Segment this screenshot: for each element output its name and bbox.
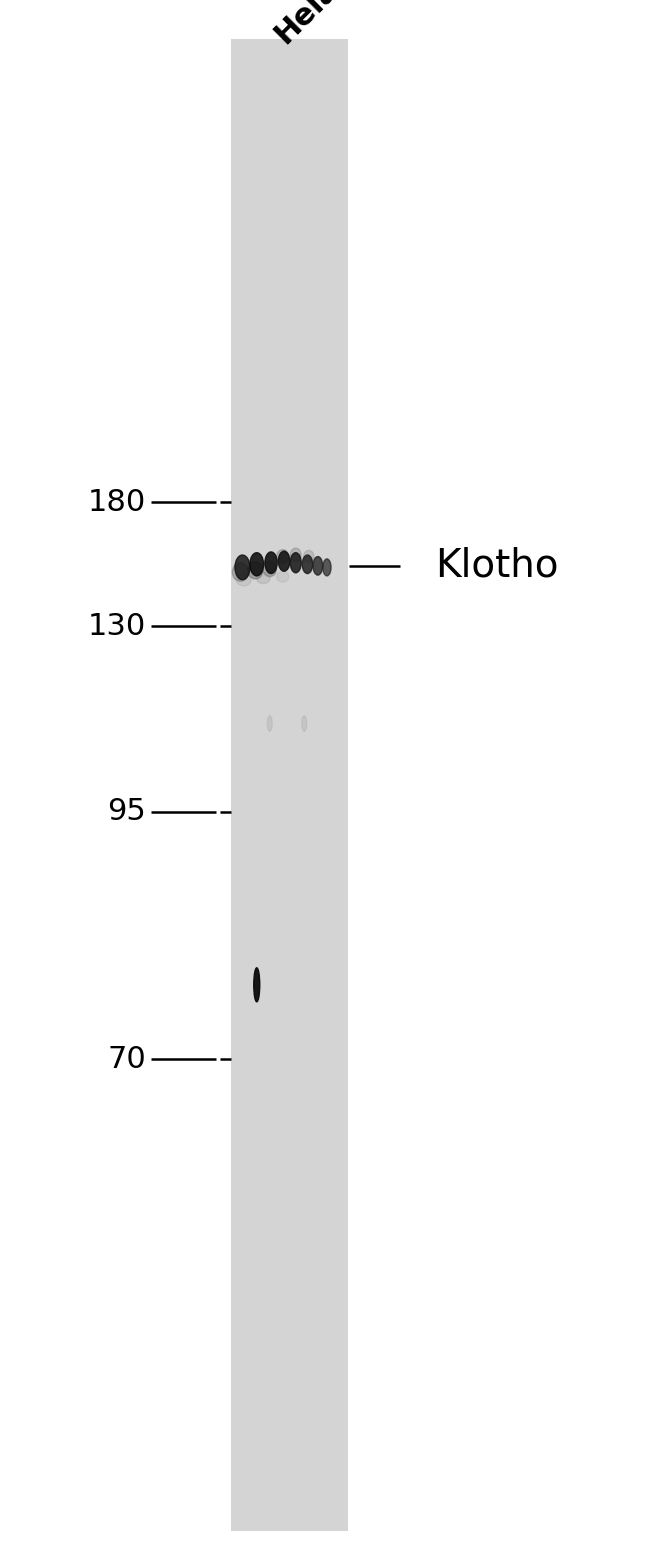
Ellipse shape: [313, 557, 322, 575]
Text: 95: 95: [107, 798, 146, 826]
Ellipse shape: [277, 570, 289, 581]
Ellipse shape: [302, 716, 307, 731]
Ellipse shape: [265, 552, 277, 574]
Ellipse shape: [323, 558, 331, 575]
Text: 70: 70: [107, 1045, 146, 1073]
Ellipse shape: [278, 550, 290, 570]
Ellipse shape: [291, 547, 301, 561]
Ellipse shape: [250, 552, 264, 575]
Text: Klotho: Klotho: [436, 547, 559, 584]
Bar: [231, 39, 348, 1531]
Ellipse shape: [235, 555, 250, 580]
Ellipse shape: [277, 549, 289, 563]
Ellipse shape: [248, 561, 263, 580]
Ellipse shape: [267, 716, 272, 731]
Ellipse shape: [263, 561, 277, 577]
Ellipse shape: [291, 552, 301, 572]
Text: Hela: Hela: [268, 0, 344, 49]
Text: 180: 180: [88, 489, 146, 516]
Ellipse shape: [304, 550, 314, 563]
Ellipse shape: [302, 555, 313, 574]
Ellipse shape: [254, 968, 260, 1002]
Ellipse shape: [232, 563, 249, 581]
Ellipse shape: [236, 574, 252, 586]
Text: 130: 130: [88, 612, 146, 640]
Ellipse shape: [256, 572, 270, 583]
